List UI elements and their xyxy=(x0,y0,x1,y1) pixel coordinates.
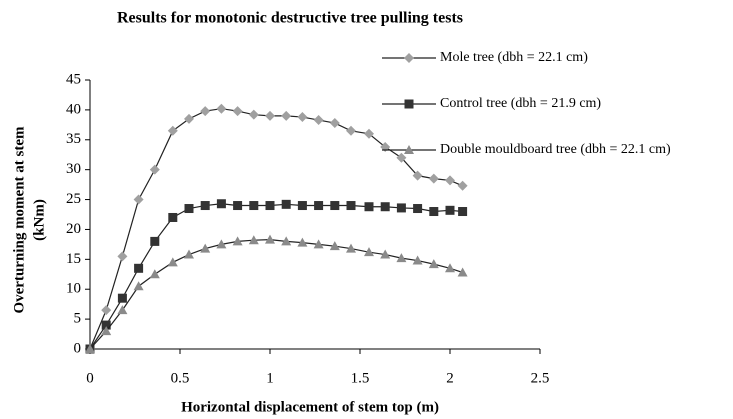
marker xyxy=(457,180,468,191)
legend-marker xyxy=(404,53,414,63)
legend-label: Mole tree (dbh = 22.1 cm) xyxy=(440,50,588,65)
marker xyxy=(232,236,243,246)
marker xyxy=(413,204,423,214)
marker xyxy=(313,115,324,126)
marker xyxy=(346,243,356,253)
marker xyxy=(281,110,292,121)
marker xyxy=(216,199,226,209)
marker xyxy=(445,263,455,273)
marker xyxy=(184,204,194,214)
x-axis-label: Horizontal displacement of stem top (m) xyxy=(181,399,439,415)
marker xyxy=(167,257,178,267)
marker xyxy=(330,201,340,211)
marker xyxy=(101,320,111,330)
marker xyxy=(281,199,291,209)
marker xyxy=(149,164,160,175)
y-tick-label: 30 xyxy=(66,161,81,177)
y-tick-label: 20 xyxy=(66,221,81,237)
x-tick-label: 2 xyxy=(446,370,454,386)
x-tick-label: 2.5 xyxy=(531,370,550,386)
legend-marker xyxy=(404,99,414,109)
marker xyxy=(265,234,275,244)
legend-marker xyxy=(404,145,414,154)
marker xyxy=(248,109,259,120)
y-tick-label: 45 xyxy=(66,71,81,87)
marker xyxy=(396,203,406,213)
marker xyxy=(232,106,243,117)
marker xyxy=(396,152,407,163)
marker xyxy=(168,212,178,222)
marker xyxy=(117,293,127,303)
marker xyxy=(428,173,439,184)
marker xyxy=(445,175,455,186)
marker xyxy=(281,236,292,246)
y-tick-label: 0 xyxy=(74,340,82,356)
marker xyxy=(117,251,128,262)
y-tick-label: 10 xyxy=(66,281,81,297)
marker xyxy=(364,247,374,257)
marker xyxy=(200,243,211,253)
marker xyxy=(429,207,439,217)
marker xyxy=(248,235,259,245)
marker xyxy=(346,125,356,136)
marker xyxy=(346,201,356,211)
marker xyxy=(200,201,210,211)
marker xyxy=(396,253,407,263)
series-line xyxy=(89,203,463,350)
marker xyxy=(101,326,112,336)
series-line xyxy=(89,108,463,350)
x-tick-label: 1.5 xyxy=(351,370,370,386)
marker xyxy=(329,118,340,129)
marker xyxy=(184,113,194,124)
marker xyxy=(297,112,308,123)
marker xyxy=(249,201,259,211)
marker xyxy=(445,205,455,215)
marker xyxy=(457,267,468,277)
marker xyxy=(458,207,468,217)
y-tick-label: 25 xyxy=(66,191,81,207)
marker xyxy=(265,201,275,211)
y-tick-label: 5 xyxy=(74,311,82,327)
marker xyxy=(329,241,340,251)
x-tick-label: 0 xyxy=(86,370,94,386)
marker xyxy=(184,249,194,259)
marker xyxy=(297,201,307,211)
marker xyxy=(134,263,144,273)
marker xyxy=(380,202,390,212)
marker xyxy=(167,125,178,136)
chart-title: Results for monotonic destructive tree p… xyxy=(117,10,463,27)
marker xyxy=(85,344,95,353)
y-tick-label: 40 xyxy=(66,101,81,117)
marker xyxy=(233,201,243,211)
y-tick-label: 35 xyxy=(66,131,81,147)
marker xyxy=(101,305,112,316)
legend-label: Control tree (dbh = 21.9 cm) xyxy=(440,96,601,111)
marker xyxy=(314,201,324,211)
x-tick-label: 0.5 xyxy=(171,370,190,386)
marker xyxy=(313,239,324,249)
marker xyxy=(216,103,227,114)
marker xyxy=(297,237,308,247)
marker xyxy=(412,170,423,181)
marker xyxy=(428,259,439,269)
y-axis-label: (kNm) xyxy=(31,199,47,241)
y-axis-label: Overturning moment at stem xyxy=(11,126,27,314)
marker xyxy=(200,106,211,117)
marker xyxy=(133,194,144,205)
marker xyxy=(364,202,374,212)
marker xyxy=(380,249,391,259)
marker xyxy=(117,305,128,315)
marker xyxy=(150,236,160,246)
x-tick-label: 1 xyxy=(266,370,274,386)
marker xyxy=(149,269,160,279)
marker xyxy=(216,239,227,249)
marker xyxy=(364,128,374,139)
legend-label: Double mouldboard tree (dbh = 22.1 cm) xyxy=(440,142,671,157)
marker xyxy=(412,255,423,265)
marker xyxy=(133,281,144,291)
y-tick-label: 15 xyxy=(66,251,81,267)
marker xyxy=(265,110,275,121)
